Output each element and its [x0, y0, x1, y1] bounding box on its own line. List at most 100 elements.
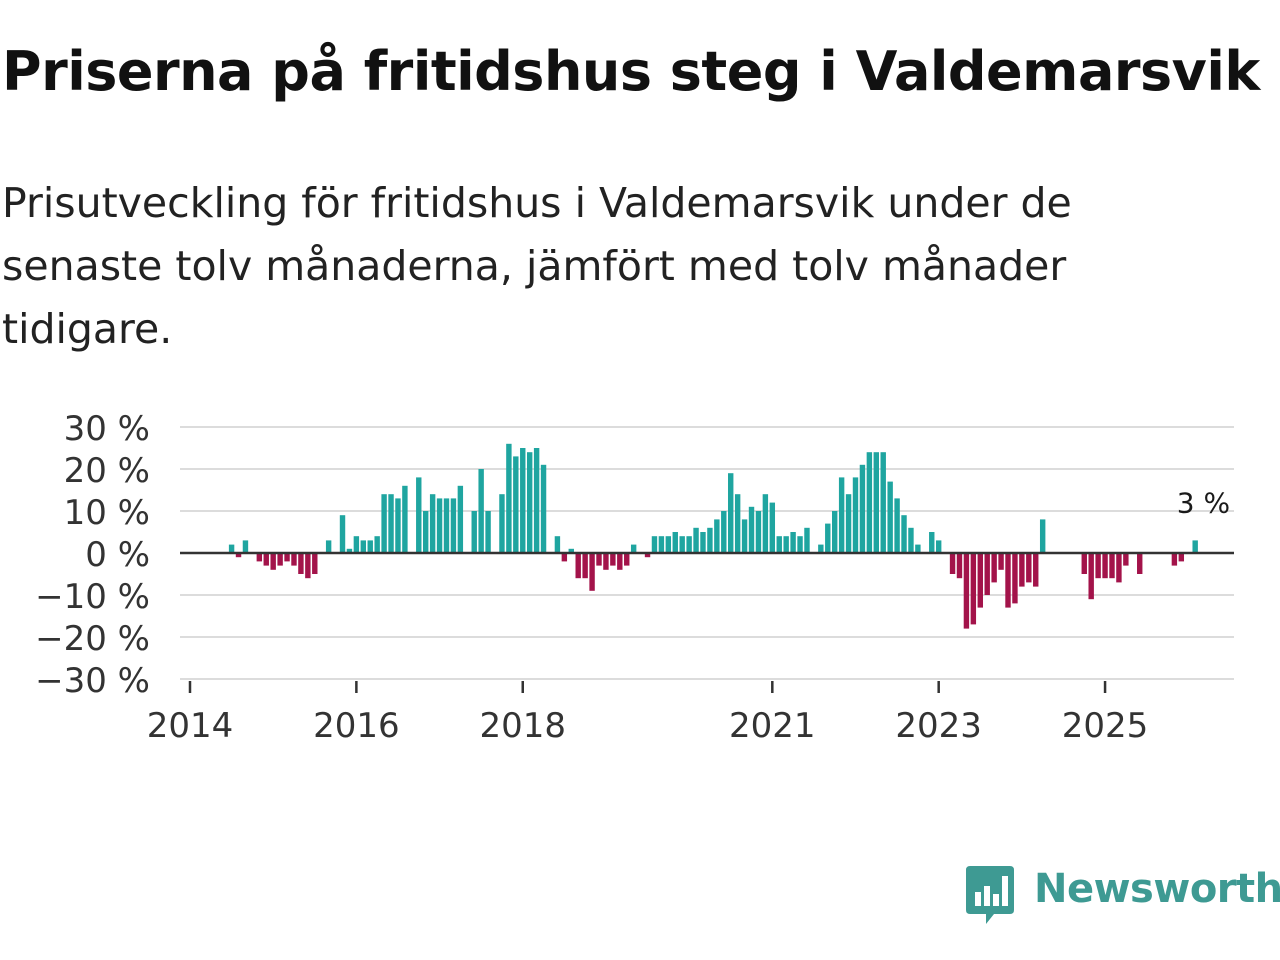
bar [1178, 553, 1185, 562]
bar [402, 485, 408, 553]
bar [513, 456, 519, 553]
bar [679, 536, 685, 553]
bar [790, 532, 796, 553]
bar [658, 536, 665, 553]
bar [277, 553, 283, 566]
bar [533, 448, 540, 553]
bar [1137, 553, 1143, 574]
bar [651, 536, 658, 553]
bar [1012, 553, 1018, 604]
bar [741, 519, 748, 553]
y-tick-label: −10 % [35, 577, 150, 617]
bar [325, 540, 332, 553]
bar [721, 511, 727, 553]
bar [478, 469, 484, 553]
bar [1033, 553, 1039, 587]
bar [852, 477, 859, 553]
newsworthy-logo: Newsworthy [964, 864, 1280, 928]
bar [866, 452, 873, 553]
bar [755, 511, 762, 553]
bar [436, 498, 443, 553]
bar [825, 523, 831, 553]
bar [894, 498, 900, 553]
bar [429, 494, 436, 553]
bar [991, 553, 997, 583]
bar [1019, 553, 1025, 587]
bar [374, 536, 380, 553]
bar [1171, 553, 1178, 566]
x-tick-label: 2025 [1062, 706, 1149, 746]
bar [956, 553, 963, 579]
chart-subtitle: Prisutveckling för fritidshus i Valdemar… [2, 179, 1072, 353]
bar-chart: 30 %20 %10 %0 %−10 %−20 %−30 % 2014 2016 2… [35, 409, 1234, 746]
bar [422, 511, 429, 553]
bar [589, 553, 595, 591]
bar [935, 540, 942, 553]
bar [984, 553, 990, 595]
bar [443, 498, 450, 553]
bar [499, 494, 505, 553]
bar [485, 511, 491, 553]
bar [228, 544, 235, 553]
bar [381, 494, 387, 553]
bar [305, 553, 311, 579]
chart-title: Priserna på fritidshus steg i Valdemarsv… [2, 40, 1260, 103]
bar [416, 477, 422, 553]
bar [284, 553, 290, 562]
y-tick-label: −20 % [35, 619, 150, 659]
y-axis-labels: 30 %20 %10 %0 %−10 %−20 %−30 % [35, 409, 150, 701]
chart-bubble-icon [966, 866, 1014, 924]
bar [665, 536, 672, 553]
bar [624, 553, 630, 566]
bar [346, 548, 353, 553]
x-axis: 2014 2016 2018 2021 2023 2025 [147, 551, 1234, 746]
bar [845, 494, 852, 553]
bar [367, 540, 373, 553]
bar [949, 553, 956, 574]
bar [291, 553, 297, 566]
bar [1116, 553, 1122, 583]
bar [769, 502, 776, 553]
bar [887, 481, 893, 553]
bars [228, 443, 1198, 629]
bar [506, 443, 512, 553]
bar [998, 553, 1004, 570]
bar [832, 511, 838, 553]
y-tick-label: −30 % [35, 661, 150, 701]
bar [1102, 553, 1108, 579]
bar [873, 452, 879, 553]
bar [235, 553, 242, 558]
y-tick-label: 10 % [64, 493, 150, 533]
bar [672, 532, 678, 553]
annotations: 3 % [1177, 486, 1230, 519]
bar [880, 452, 886, 553]
y-tick-label: 0 % [85, 535, 150, 575]
bar [838, 477, 845, 553]
bar [818, 544, 824, 553]
bar [540, 464, 547, 553]
bar [929, 532, 935, 553]
bar [270, 553, 276, 570]
bar [728, 473, 734, 553]
bar [748, 506, 755, 553]
bar [388, 494, 394, 553]
grid-lines [180, 426, 1234, 680]
bar [526, 452, 533, 553]
bar [596, 553, 602, 566]
bar [457, 485, 464, 553]
bar [242, 540, 249, 553]
bar [734, 494, 741, 553]
bar [256, 553, 263, 562]
bar [963, 553, 970, 629]
y-tick-label: 30 % [64, 409, 150, 449]
bar [644, 553, 651, 558]
bar [603, 553, 609, 570]
y-tick-label: 20 % [64, 451, 150, 491]
bar [707, 527, 713, 553]
bar [714, 519, 720, 553]
bar [568, 548, 574, 553]
bar [1039, 519, 1046, 553]
bar [471, 511, 477, 553]
bar [554, 536, 561, 553]
bar [520, 448, 526, 553]
